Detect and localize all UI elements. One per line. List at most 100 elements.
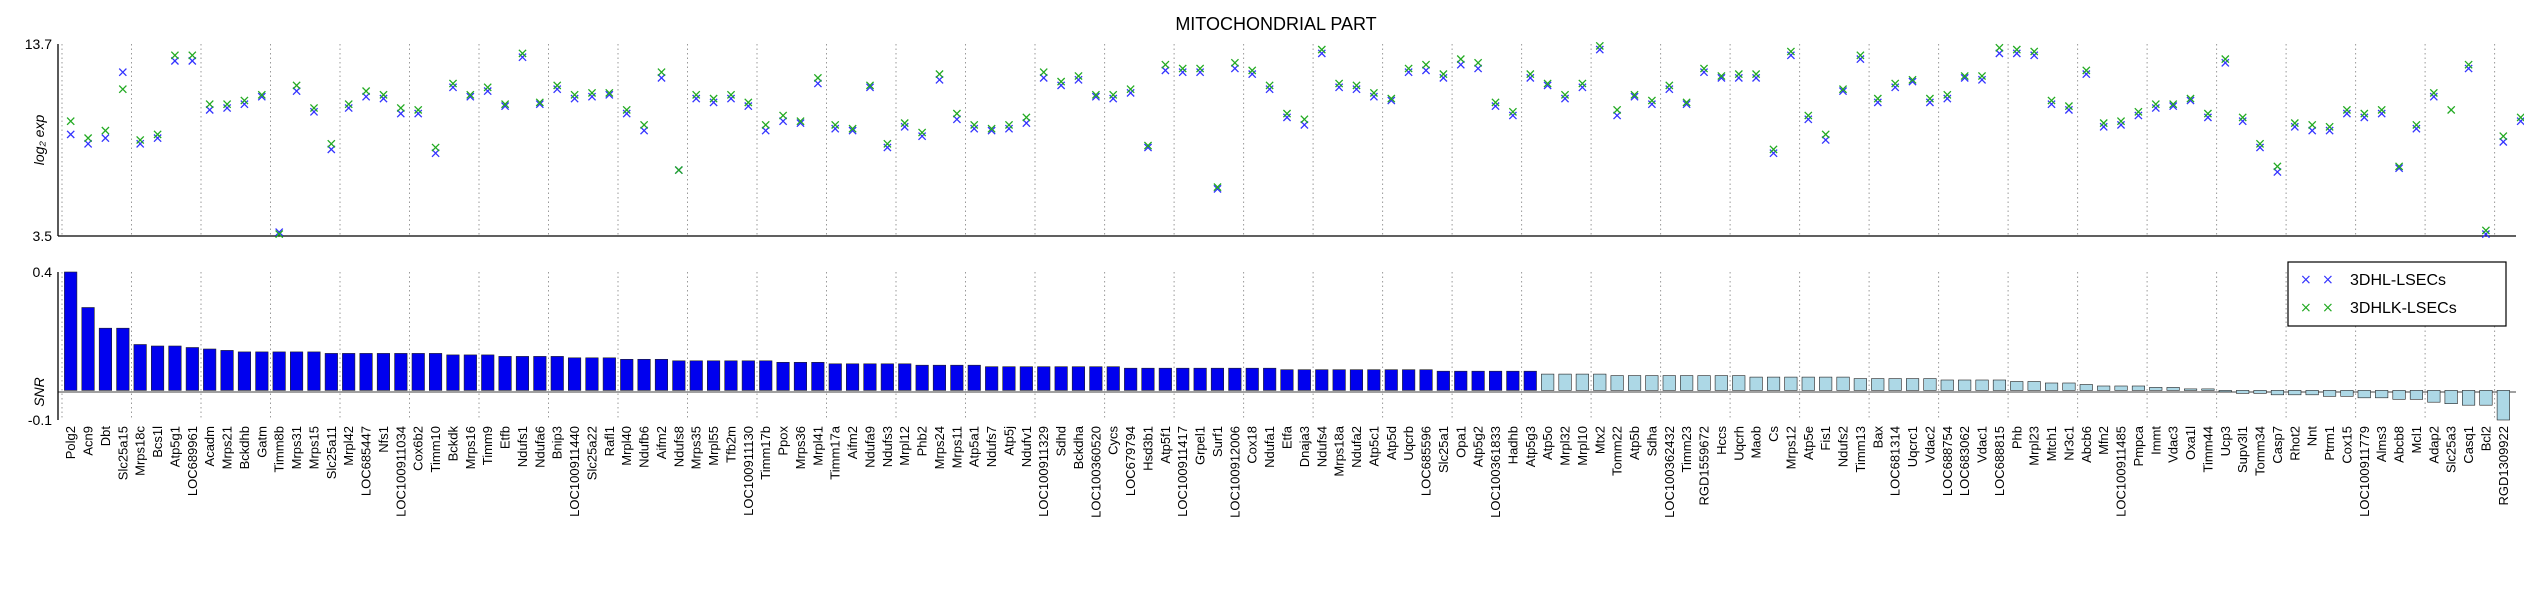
gene-label: Ndufs1 [515,426,530,467]
marker-3dhl [2203,113,2212,122]
marker-3dhlk [1960,71,1969,81]
bottom-gridlines [61,272,2496,420]
marker-3dhlk [2273,162,2282,171]
marker-3dhl [1752,73,1761,82]
snr-bar [81,307,95,391]
marker-3dhlk [84,134,93,143]
gene-label: Atp5g2 [1471,426,1486,467]
gene-label: LOC688754 [1940,426,1955,496]
marker-3dhlk [883,139,892,148]
snr-bar [880,363,894,391]
marker-3dhl [2429,92,2438,101]
marker-3dhl [918,132,927,141]
marker-3dhlk [1873,94,1882,103]
marker-3dhl [1126,88,1135,97]
snr-bar [463,354,477,391]
marker-3dhl [1248,70,1257,79]
marker-3dhlk [2342,105,2351,114]
gene-label: Etfa [1280,425,1295,449]
snr-bar [2079,384,2093,391]
marker-3dhlk [414,105,423,114]
marker-3dhlk [1439,70,1448,79]
snr-bar [1575,373,1589,391]
snr-bar [724,360,738,391]
marker-3dhlk [2116,117,2126,126]
snr-bar [1471,370,1485,391]
snr-bar [2027,381,2041,391]
marker-3dhlk [1039,68,1048,77]
marker-3dhlk [2030,47,2039,56]
gene-label: Ndufa2 [1349,426,1364,468]
top-gridlines [61,44,2496,236]
snr-bar [203,348,217,391]
gene-label: Mrps16 [463,426,478,469]
gene-label: LOC100361833 [1488,426,1503,518]
marker-3dhl [1578,83,1587,92]
gene-label: LOC100911779 [2357,426,2372,517]
marker-3dhl [796,119,805,128]
snr-bar [1610,375,1624,391]
marker-3dhlk [2481,226,2490,235]
snr-bar [2305,390,2319,396]
marker-3dhlk [1387,94,1396,103]
gene-label: Mrps31 [289,426,304,469]
snr-bar [1923,378,1937,391]
marker-3dhlk [1196,64,1205,73]
marker-3dhl [414,109,423,118]
marker-3dhlk [535,98,544,107]
gene-label: Slc25a1 [1436,426,1451,473]
marker-3dhl [1143,143,1153,152]
gene-label: Uqcrh [1731,426,1746,461]
gene-label: Aifm2 [845,426,860,459]
marker-3dhlk [2308,120,2317,129]
marker-3dhl [379,94,388,103]
snr-bar [411,353,425,391]
snr-bar [1089,366,1103,391]
snr-bar [950,364,964,391]
marker-3dhl [1804,115,1813,124]
marker-3dhlk [813,73,822,82]
snr-bar [133,344,147,391]
gene-label: Slc25a3 [2444,426,2459,473]
snr-bar [1801,376,1815,391]
snr-bar [1871,378,1885,391]
snr-bar [654,358,669,391]
snr-bar [1680,375,1694,391]
marker-3dhl [1491,102,1500,111]
marker-3dhl [1109,94,1118,103]
snr-bar [220,350,234,391]
marker-3dhlk [2464,60,2473,69]
marker-3dhlk [692,90,701,99]
snr-bar [550,356,564,391]
marker-3dhl [2516,117,2524,126]
marker-3dhlk [2047,96,2056,105]
marker-3dhlk [1178,64,1187,73]
gene-label: Mrpl41 [810,426,825,466]
marker-3dhlk [831,120,840,129]
marker-3dhlk [2447,105,2456,114]
snr-bar [1628,375,1642,391]
gene-label: Atp5b [1627,426,1642,460]
marker-3dhlk [918,128,927,137]
snr-bar [342,353,356,391]
snr-bar [98,327,112,391]
snr-bar [1749,376,1763,391]
legend-marker-hl-2: × [2322,272,2334,288]
marker-3dhl [2395,164,2404,173]
marker-3dhlk [553,81,562,90]
marker-3dhl [466,92,475,101]
snr-bar [863,363,877,391]
marker-3dhl [2116,120,2126,129]
gene-label: Mrps21 [220,426,235,469]
snr-bar [1541,373,1555,391]
marker-3dhlk [848,124,857,133]
gene-label: Bckdhb [237,426,252,469]
gene-label: Mrps18a [1332,425,1347,476]
snr-bar [637,358,651,391]
top-markers [66,41,2524,239]
bottom-ytick-max: 0.4 [33,264,53,280]
marker-3dhlk [1908,75,1917,84]
gene-label: Surf1 [1210,426,1225,457]
marker-3dhlk [2169,100,2178,109]
marker-3dhlk [1213,183,1222,192]
